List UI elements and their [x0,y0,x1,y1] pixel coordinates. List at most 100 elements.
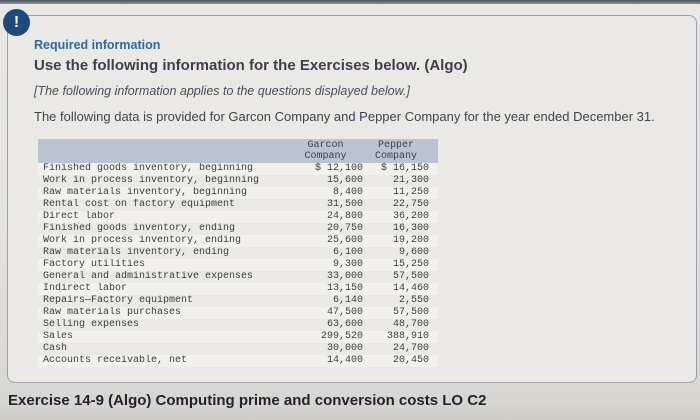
table-row: Sales 299,520 388,910 [38,331,438,343]
row-spacer [429,355,438,367]
table-row: Raw materials purchases 47,500 57,500 [38,307,438,319]
table-body: Finished goods inventory, beginning $ 12,… [38,163,438,367]
data-intro-text: The following data is provided for Garco… [34,109,655,124]
row-label: Repairs—Factory equipment [43,295,194,306]
row-label: Accounts receivable, net [43,355,188,366]
garcon-value: 63,600 [326,319,363,330]
table-row: Cash 30,000 24,700 [38,343,438,355]
garcon-column-header: Garcon Company [288,139,363,163]
table-row: Accounts receivable, net 14,400 20,450 [38,355,438,367]
row-spacer [429,163,438,175]
row-label: Work in process inventory, ending [43,235,242,246]
table-row: Repairs—Factory equipment 6,140 2,550 [38,295,438,307]
row-label: Rental cost on factory equipment [43,199,236,210]
row-label: Indirect labor [43,283,128,294]
row-spacer [429,319,438,331]
garcon-value: 24,800 [326,211,363,222]
table-row: Indirect labor 13,150 14,460 [38,283,438,295]
table-row: Selling expenses 63,600 48,700 [38,319,438,331]
table-row: General and administrative expenses 33,00… [38,271,438,283]
required-information-label: Required information [34,38,161,52]
exercise-title: Exercise 14-9 (Algo) Computing prime and… [8,392,487,409]
row-spacer [429,307,438,319]
garcon-header-line1: Garcon [307,140,344,151]
row-spacer [429,295,438,307]
pepper-value: 24,700 [392,343,429,354]
photo-top-edge [0,0,700,4]
pepper-value: 16,300 [392,223,429,234]
garcon-value: 9,300 [332,259,363,270]
row-label: Sales [43,331,74,342]
garcon-value: 33,000 [326,271,363,282]
empty-header-cell [38,139,288,163]
row-label: Cash [43,343,68,354]
table-row: Raw materials inventory, beginning 8,400 1… [38,187,438,199]
garcon-value: 25,600 [326,235,363,246]
table-row: Finished goods inventory, beginning $ 12,… [38,163,438,175]
pepper-value: $ 16,150 [380,163,429,174]
pepper-value: 19,200 [392,235,429,246]
garcon-header-line2: Company [304,151,347,162]
spacer-header-cell [429,139,438,163]
garcon-value: 15,600 [326,175,363,186]
pepper-header-line2: Company [374,151,417,162]
row-spacer [429,211,438,223]
pepper-value: 20,450 [392,355,429,366]
row-spacer [429,331,438,343]
row-spacer [429,175,438,187]
pepper-value: 14,460 [392,283,429,294]
garcon-value: 8,400 [332,187,363,198]
exclamation-glyph: ! [13,13,20,31]
table-row: Finished goods inventory, ending 20,750 16… [38,223,438,235]
pepper-value: 2,550 [398,295,429,306]
pepper-value: 48,700 [392,319,429,330]
exercise-instructions-title: Use the following information for the Ex… [34,57,468,74]
row-label: General and administrative expenses [43,271,254,282]
row-label: Factory utilities [43,259,146,270]
row-spacer [429,223,438,235]
row-spacer [429,259,438,271]
garcon-value: 14,400 [326,355,363,366]
pepper-value: 22,750 [392,199,429,210]
row-label: Raw materials purchases [43,307,182,318]
pepper-value: 388,910 [386,331,429,342]
row-label: Raw materials inventory, beginning [43,187,248,198]
pepper-value: 36,200 [392,211,429,222]
row-spacer [429,199,438,211]
row-label: Finished goods inventory, beginning [43,163,254,174]
row-spacer [429,187,438,199]
garcon-value: 30,000 [326,343,363,354]
pepper-value: 21,300 [392,175,429,186]
pepper-value: 57,500 [392,307,429,318]
garcon-value: 13,150 [326,283,363,294]
garcon-value: 47,500 [326,307,363,318]
row-spacer [429,343,438,355]
pepper-column-header: Pepper Company [363,139,429,163]
garcon-value: 6,100 [332,247,363,258]
garcon-value: 299,520 [320,331,363,342]
table-row: Raw materials inventory, ending 6,100 9,60… [38,247,438,259]
table-row: Direct labor 24,800 36,200 [38,211,438,223]
garcon-value: 20,750 [326,223,363,234]
pepper-value: 11,250 [392,187,429,198]
row-label: Finished goods inventory, ending [43,223,236,234]
alert-exclamation-icon: ! [3,9,30,36]
pepper-value: 15,250 [392,259,429,270]
table-row: Rental cost on factory equipment 31,500 22… [38,199,438,211]
row-spacer [429,235,438,247]
garcon-value: 6,140 [332,295,363,306]
row-label: Raw materials inventory, ending [43,247,230,258]
table-row: Work in process inventory, beginning 15,6… [38,175,438,187]
row-label: Selling expenses [43,319,140,330]
row-label: Direct labor [43,211,116,222]
row-spacer [429,247,438,259]
required-info-panel: Required information Use the following i… [7,15,697,383]
row-spacer [429,283,438,295]
company-data-table: Garcon Company Pepper Company Finished g… [38,139,438,367]
row-spacer [429,271,438,283]
garcon-value: $ 12,100 [314,163,363,174]
garcon-value: 31,500 [326,199,363,210]
pepper-header-line1: Pepper [377,140,414,151]
row-label: Work in process inventory, beginning [43,175,260,186]
table-header-row: Garcon Company Pepper Company [38,139,438,163]
